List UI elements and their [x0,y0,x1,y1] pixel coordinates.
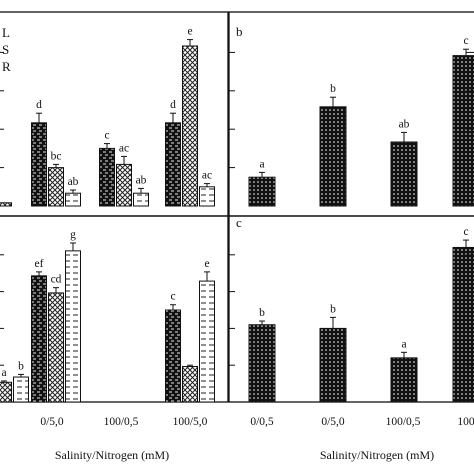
significance-letter-p0-s2-c1: ab [68,176,79,188]
significance-letter-p2-s1-c0: a [1,367,6,379]
bar-p2-s1-c0 [0,381,12,403]
significance-letter-p2-s0-c3: c [170,291,175,303]
bar-p2-s2-c3 [199,280,215,403]
significance-letter-p2-s0-c1: ef [35,258,44,270]
significance-letter-p0-s1-c1: bc [51,150,62,162]
legend-label-s: S [2,42,9,57]
bar-p3-s0-c2 [390,357,418,403]
bar-p0-s1-c2 [116,163,132,207]
bar-p0-s0-c1 [31,122,47,207]
panel-b-letter: b [236,24,243,39]
x-tick-right-2: 0/5,0 [321,416,345,428]
x-tick-left-2: 100/0,5 [104,416,139,428]
significance-letter-p2-s2-c0: b [18,360,24,372]
bar-p2-s2-c0 [13,376,29,403]
bar-p1-s0-c2 [390,141,418,207]
bar-p0-s1-c1 [48,167,64,207]
significance-letter-p0-s0-c3: d [170,99,176,111]
bar-p0-s2-c2 [133,192,149,207]
significance-letter-p1-s0-c2: ab [399,118,410,130]
bar-p0-s2-c3 [199,186,215,207]
bar-p0-s0-c3 [165,122,181,207]
panel-c-letter: c [236,215,242,230]
x-axis-title-left: Salinity/Nitrogen (mM) [55,448,169,462]
x-axis-title-right: Salinity/Nitrogen (mM) [320,448,434,462]
x-tick-right-3: 100/0,5 [386,416,421,428]
bar-p0-s1-c0 [0,202,12,207]
bar-p1-s0-c3 [452,55,474,207]
significance-letter-p0-s1-c3: e [187,26,192,38]
bar-p0-s1-c3 [182,45,198,207]
bar-p1-s0-c0 [248,176,276,207]
significance-letter-p3-s0-c2: a [401,338,406,350]
bar-p3-s0-c0 [248,324,276,403]
significance-letter-p1-s0-c3: c [463,35,468,47]
bar-p2-s0-c1 [31,275,47,403]
panel-c-frame [228,215,474,403]
significance-letter-p2-s2-c3: e [204,258,209,270]
significance-letter-p0-s0-c1: d [36,99,42,111]
legend-label-l: L [2,25,10,40]
bar-p0-s2-c1 [65,192,81,207]
bar-p3-s0-c1 [319,327,347,403]
bar-p2-s1-c1 [48,292,64,403]
bar-p2-s0-c3 [165,309,181,403]
significance-letter-p1-s0-c0: a [259,158,264,170]
significance-letter-p0-s2-c3: ac [202,170,212,182]
significance-letter-p0-s1-c2: ac [119,142,129,154]
significance-letter-p0-s2-c2: ab [136,174,147,186]
significance-letter-p2-s1-c1: cd [51,274,62,286]
x-tick-left-3: 100/5,0 [173,416,208,428]
significance-letter-p2-s2-c1: g [70,229,76,241]
panel-a-bottom-frame [0,215,229,403]
bar-p1-s0-c1 [319,106,347,207]
legend-label-r: R [2,59,11,74]
significance-letter-p3-s0-c3: c [463,226,468,238]
bar-p0-s0-c2 [99,147,115,207]
x-tick-left-1: 0/5,0 [40,416,64,428]
bar-p2-s2-c1 [65,250,81,403]
bar-p3-s0-c3 [452,246,474,403]
significance-letter-p1-s0-c1: b [330,83,336,95]
significance-letter-p0-s0-c2: c [104,130,109,142]
x-tick-right-1: 0/0,5 [250,416,274,428]
x-tick-right-4: 100 [457,416,474,428]
bar-p2-s1-c3 [182,366,198,403]
significance-letter-p3-s0-c0: b [259,307,265,319]
significance-letter-p3-s0-c1: b [330,303,336,315]
